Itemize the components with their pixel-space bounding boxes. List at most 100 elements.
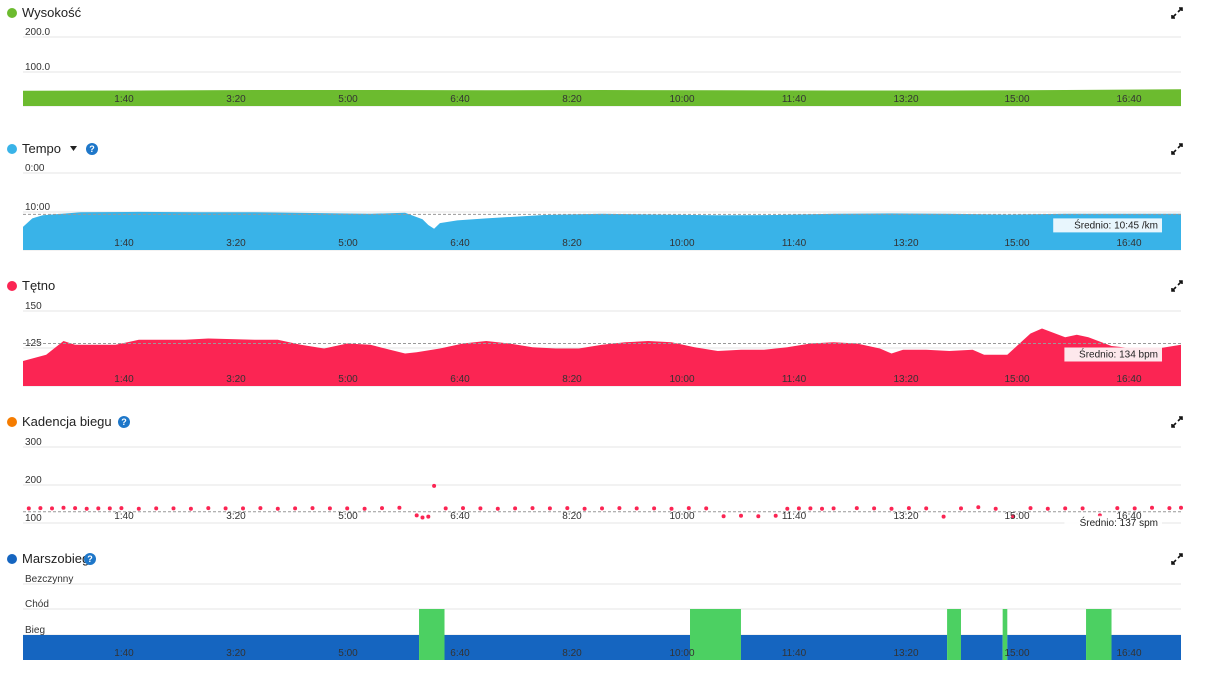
cadence-point — [582, 506, 587, 511]
x-tick-label: 5:00 — [338, 648, 358, 659]
x-tick-label: 3:20 — [226, 94, 246, 105]
expand-icon[interactable] — [1171, 280, 1183, 292]
legend-dot-icon — [7, 8, 17, 18]
help-icon-glyph: ? — [87, 554, 93, 564]
cadence-point — [1132, 506, 1137, 511]
y-tick-label: 0:00 — [25, 163, 45, 174]
x-tick-label: 5:00 — [338, 238, 358, 249]
dropdown-arrow-icon[interactable] — [70, 146, 77, 151]
cadence-point — [420, 515, 425, 520]
expand-icon[interactable] — [1171, 553, 1183, 565]
x-tick-label: 13:20 — [893, 238, 918, 249]
cadence-point — [704, 506, 709, 511]
cadence-point — [206, 506, 211, 511]
x-tick-label: 5:00 — [338, 94, 358, 105]
cadence-point — [61, 505, 66, 510]
x-tick-label: 15:00 — [1004, 511, 1029, 522]
cadence-point — [107, 506, 112, 511]
elevation-area — [23, 89, 1181, 106]
x-tick-label: 3:20 — [226, 511, 246, 522]
help-icon[interactable]: ? — [84, 553, 96, 565]
cadence-point — [600, 506, 604, 511]
cadence-point — [345, 506, 350, 511]
walk-segment — [690, 609, 741, 660]
x-tick-label: 16:40 — [1116, 238, 1141, 249]
x-tick-label: 11:40 — [782, 94, 807, 105]
cadence-point — [1028, 506, 1033, 511]
walk-segment — [947, 609, 961, 660]
y-tick-label: Chód — [25, 599, 49, 610]
y-tick-label: 200.0 — [25, 27, 50, 38]
cadence-point — [38, 506, 43, 511]
y-tick-label: Bieg — [25, 625, 45, 636]
cadence-point — [941, 514, 946, 519]
cadence-point — [686, 506, 691, 511]
cadence-point — [478, 506, 483, 511]
x-tick-label: 10:00 — [669, 374, 694, 385]
run-segment — [1111, 635, 1181, 660]
cadence-point — [634, 506, 639, 511]
cadence-point — [426, 514, 431, 519]
x-tick-label: 13:20 — [893, 374, 918, 385]
cadence-point — [1167, 506, 1172, 511]
cadence-point — [854, 506, 859, 511]
help-icon-glyph: ? — [121, 417, 127, 427]
help-icon[interactable]: ? — [118, 416, 130, 428]
help-icon-glyph: ? — [89, 144, 95, 154]
heart_rate-area — [23, 328, 1181, 386]
y-tick-label: 150 — [25, 301, 42, 312]
cadence-point — [1080, 506, 1085, 511]
run-segment — [444, 635, 691, 660]
x-tick-label: 1:40 — [114, 511, 134, 522]
x-tick-label: 15:00 — [1004, 238, 1029, 249]
expand-icon[interactable] — [1171, 7, 1183, 19]
x-tick-label: 6:40 — [450, 94, 470, 105]
cadence-point — [906, 506, 911, 511]
x-tick-label: 5:00 — [338, 511, 358, 522]
panel-run_walk: Marszobieg? Bezczynny Chód Bieg 1:40 3:20 5:00… — [7, 551, 1183, 660]
x-tick-label: 1:40 — [114, 238, 134, 249]
walk-segment — [419, 609, 445, 660]
x-tick-label: 5:00 — [338, 374, 358, 385]
average-label-bg — [1064, 515, 1162, 530]
y-tick-label: 10:00 — [25, 202, 50, 213]
y-tick-label: 300 — [25, 437, 42, 448]
cadence-point — [796, 506, 801, 511]
x-tick-label: 13:20 — [893, 648, 918, 659]
legend-dot-icon — [7, 417, 17, 427]
cadence-point — [275, 506, 280, 511]
x-tick-label: 3:20 — [226, 374, 246, 385]
expand-icon[interactable] — [1171, 143, 1183, 155]
cadence-point — [652, 506, 657, 511]
y-tick-label: 100 — [25, 513, 42, 524]
expand-icon[interactable] — [1171, 416, 1183, 428]
help-icon[interactable]: ? — [86, 143, 98, 155]
x-tick-label: 3:20 — [226, 648, 246, 659]
cadence-point — [547, 506, 552, 511]
x-tick-label: 10:00 — [669, 648, 694, 659]
x-tick-label: 1:40 — [114, 94, 134, 105]
x-tick-label: 11:40 — [782, 374, 807, 385]
cadence-point — [414, 513, 419, 518]
cadence-point — [831, 506, 836, 511]
average-label: Średnio: 137 spm — [1080, 516, 1158, 529]
run-segment — [23, 635, 420, 660]
cadence-point — [756, 514, 761, 519]
x-tick-label: 8:20 — [562, 648, 582, 659]
cadence-point — [1045, 506, 1050, 511]
cadence-point — [739, 513, 743, 518]
cadence-point — [73, 506, 78, 511]
cadence-point — [617, 506, 622, 511]
y-tick-label: 100.0 — [25, 62, 50, 73]
legend-dot-icon — [7, 144, 17, 154]
cadence-point — [171, 506, 176, 511]
x-tick-label: 6:40 — [450, 374, 470, 385]
x-tick-label: 6:40 — [450, 648, 470, 659]
x-tick-label: 16:40 — [1116, 648, 1141, 659]
cadence-point — [530, 506, 535, 511]
cadence-point — [188, 506, 193, 511]
x-tick-label: 3:20 — [226, 238, 246, 249]
x-tick-label: 8:20 — [562, 374, 582, 385]
